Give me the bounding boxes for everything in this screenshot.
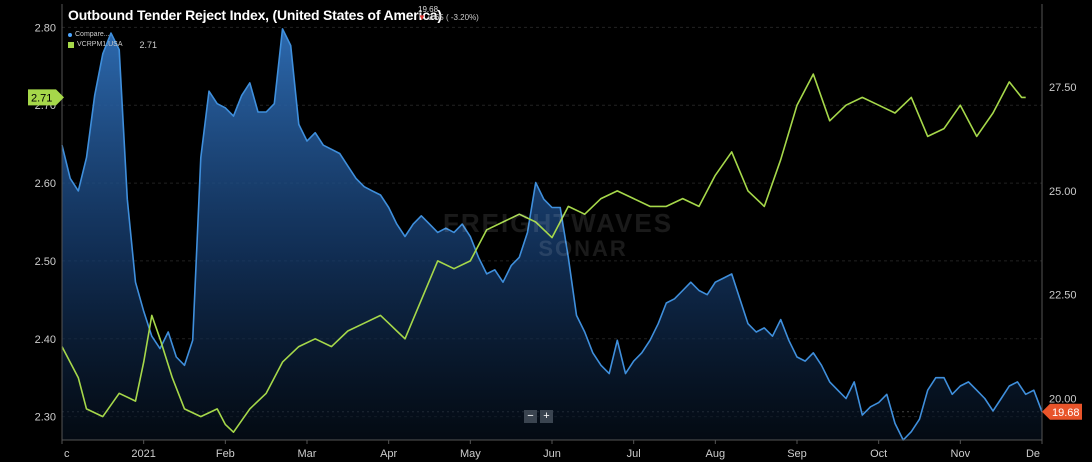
series-area-tender-reject — [62, 28, 1042, 441]
watermark: FREIGHTWAVES SONAR — [443, 210, 673, 262]
left-value-flag-label: 2.71 — [31, 92, 52, 104]
x-tick-label: Mar — [298, 448, 317, 460]
zoom-controls: − + — [524, 410, 553, 423]
x-tick-label: May — [460, 448, 481, 460]
legend-item-compare[interactable]: Compare... — [68, 30, 157, 40]
right-tick-label: 20.00 — [1049, 393, 1077, 405]
value-flags: 2.71 19.68 — [28, 89, 1082, 420]
x-tick-label: Jun — [543, 448, 561, 460]
chart-title: Outbound Tender Reject Index, (United St… — [68, 7, 442, 23]
legend-swatch-green-icon — [68, 42, 74, 48]
title-value: 19.68 — [418, 5, 439, 14]
watermark-line-2: SONAR — [538, 236, 628, 261]
left-value-flag — [28, 89, 64, 106]
x-tick-label: c — [64, 448, 70, 460]
x-tick-label: Feb — [216, 448, 235, 460]
watermark-line-1: FREIGHTWAVES — [443, 208, 674, 238]
left-tick-label: 2.40 — [35, 334, 56, 346]
right-tick-label: 25.00 — [1049, 186, 1077, 198]
x-tick-label: Sep — [787, 448, 807, 460]
left-tick-label: 2.30 — [35, 412, 56, 424]
area-layer — [62, 28, 1042, 441]
series-line-tender-reject — [61, 28, 1043, 441]
x-tick-label: 2021 — [131, 448, 155, 460]
legend-value: 2.71 — [139, 40, 158, 50]
title-change: 0.65 ( -3.20%) — [428, 13, 479, 22]
right-tick-label: 22.50 — [1049, 290, 1077, 302]
legend: Compare... VCRPM1.USA 2.71 — [68, 30, 157, 50]
zoom-in-button[interactable]: + — [540, 410, 553, 423]
x-tick-label: Apr — [380, 448, 397, 460]
right-value-flag-label: 19.68 — [1052, 407, 1080, 419]
title-change-row: ▼ 0.65 ( -3.20%) — [418, 14, 479, 22]
right-tick-label: 27.50 — [1049, 82, 1077, 94]
x-tick-label: De — [1026, 448, 1040, 460]
right-value-flag — [1042, 403, 1082, 420]
legend-item-vcrpm1[interactable]: VCRPM1.USA 2.71 — [68, 40, 157, 50]
x-tick-label: Oct — [870, 448, 887, 460]
x-tick-label: Jul — [627, 448, 641, 460]
zoom-out-button[interactable]: − — [524, 410, 537, 423]
legend-label: Compare... — [75, 31, 110, 38]
x-tick-label: Nov — [951, 448, 971, 460]
line-layer — [61, 28, 1043, 441]
legend-label: VCRPM1.USA — [77, 41, 123, 48]
title-value-block: 19.68 ▼ 0.65 ( -3.20%) — [418, 6, 479, 22]
legend-swatch-blue-icon — [68, 33, 72, 37]
left-tick-label: 2.80 — [35, 22, 56, 34]
left-tick-label: 2.50 — [35, 256, 56, 268]
series-line-vcrpm1 — [61, 73, 1026, 433]
change-down-icon: ▼ — [418, 13, 426, 22]
left-tick-label: 2.60 — [35, 178, 56, 190]
x-tick-label: Aug — [706, 448, 726, 460]
